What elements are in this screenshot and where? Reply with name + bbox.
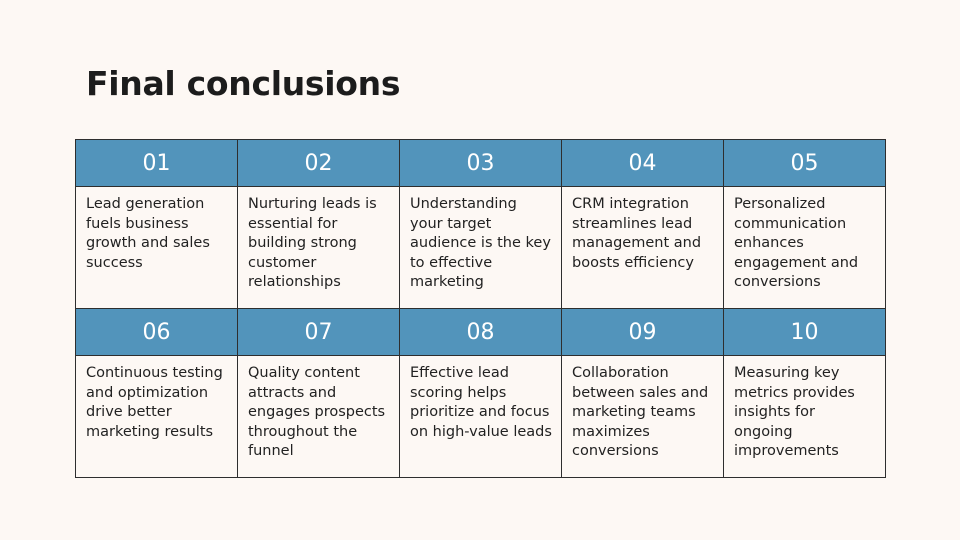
number-cell: 10 bbox=[723, 308, 886, 356]
text-cell: Quality content attracts and engages pro… bbox=[237, 355, 400, 478]
number-cell: 07 bbox=[237, 308, 400, 356]
table-row: Lead generation fuels business growth an… bbox=[75, 186, 886, 309]
text-cell: Collaboration between sales and marketin… bbox=[561, 355, 724, 478]
conclusions-table: 01 02 03 04 05 Lead generation fuels business… bbox=[75, 139, 886, 478]
text-cell: Nurturing leads is essential for buildin… bbox=[237, 186, 400, 309]
number-cell: 08 bbox=[399, 308, 562, 356]
table-row: 01 02 03 04 05 bbox=[75, 139, 886, 187]
number-cell: 04 bbox=[561, 139, 724, 187]
number-cell: 01 bbox=[75, 139, 238, 187]
text-cell: Measuring key metrics provides insights … bbox=[723, 355, 886, 478]
text-cell: Personalized communication enhances enga… bbox=[723, 186, 886, 309]
number-cell: 03 bbox=[399, 139, 562, 187]
slide-title: Final conclusions bbox=[86, 64, 401, 103]
text-cell: Continuous testing and optimization driv… bbox=[75, 355, 238, 478]
number-cell: 05 bbox=[723, 139, 886, 187]
table-row: Continuous testing and optimization driv… bbox=[75, 355, 886, 478]
text-cell: Effective lead scoring helps prioritize … bbox=[399, 355, 562, 478]
number-cell: 02 bbox=[237, 139, 400, 187]
text-cell: Understanding your target audience is th… bbox=[399, 186, 562, 309]
text-cell: CRM integration streamlines lead managem… bbox=[561, 186, 724, 309]
number-cell: 09 bbox=[561, 308, 724, 356]
table-row: 06 07 08 09 10 bbox=[75, 308, 886, 356]
number-cell: 06 bbox=[75, 308, 238, 356]
text-cell: Lead generation fuels business growth an… bbox=[75, 186, 238, 309]
